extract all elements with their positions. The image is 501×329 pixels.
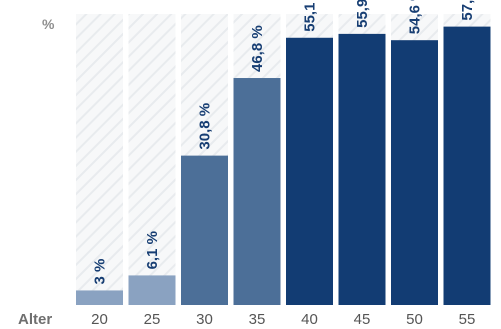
x-tick-label-55: 55 bbox=[459, 311, 476, 328]
bar-value-label-50: 54,6 % bbox=[407, 0, 424, 34]
bar-value-label-20: 3 % bbox=[92, 259, 109, 285]
bar-value-label-55: 57,4 % bbox=[459, 0, 476, 21]
y-axis-label: % bbox=[42, 16, 55, 32]
bar-55 bbox=[443, 26, 491, 306]
x-tick-label-20: 20 bbox=[91, 311, 108, 328]
bar-25 bbox=[128, 275, 176, 305]
bar-background-20 bbox=[76, 14, 123, 305]
bar-50 bbox=[391, 40, 438, 305]
bar-value-label-40: 55,1 % bbox=[302, 0, 319, 32]
x-tick-label-50: 50 bbox=[406, 311, 423, 328]
bar-40 bbox=[286, 37, 333, 305]
bar-value-label-45: 55,9 % bbox=[354, 0, 371, 28]
x-tick-label-45: 45 bbox=[354, 311, 371, 328]
x-tick-label-40: 40 bbox=[301, 311, 318, 328]
bar-value-label-35: 46,8 % bbox=[249, 25, 266, 72]
bar-35 bbox=[233, 78, 281, 306]
bar-value-label-30: 30,8 % bbox=[197, 103, 214, 150]
x-axis-label: Alter bbox=[18, 311, 53, 328]
bar-20 bbox=[76, 290, 123, 305]
x-tick-label-35: 35 bbox=[249, 311, 266, 328]
bar-30 bbox=[181, 155, 228, 305]
bar-value-label-25: 6,1 % bbox=[144, 231, 161, 269]
x-tick-label-30: 30 bbox=[196, 311, 213, 328]
bar-background-25 bbox=[128, 14, 176, 305]
x-tick-label-25: 25 bbox=[144, 311, 161, 328]
bar-45 bbox=[338, 33, 386, 305]
